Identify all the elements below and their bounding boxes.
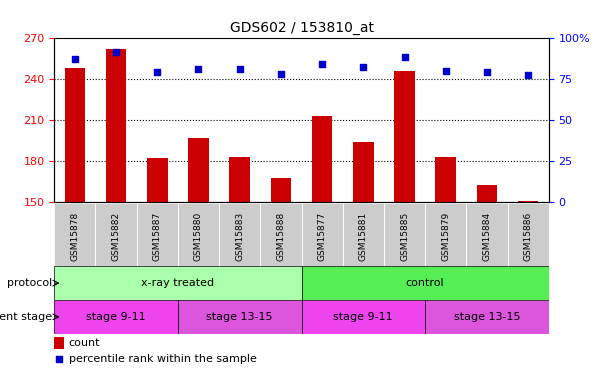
Text: stage 13-15: stage 13-15 [206,312,273,322]
Bar [106,48,127,202]
FancyBboxPatch shape [219,202,260,266]
Text: GSM15880: GSM15880 [194,212,203,261]
FancyBboxPatch shape [54,266,302,300]
Text: stage 13-15: stage 13-15 [453,312,520,322]
FancyBboxPatch shape [260,202,302,266]
Text: x-ray treated: x-ray treated [141,278,215,288]
Text: GSM15887: GSM15887 [153,212,162,261]
FancyBboxPatch shape [425,300,549,334]
FancyBboxPatch shape [302,300,425,334]
Text: GSM15886: GSM15886 [523,212,532,261]
Text: GSM15885: GSM15885 [400,212,409,261]
FancyBboxPatch shape [425,202,466,266]
Bar [312,116,332,202]
Bar [188,138,209,202]
Bar [271,178,291,203]
Bar [518,201,538,202]
Text: percentile rank within the sample: percentile rank within the sample [69,354,257,364]
Point [441,68,450,74]
Point [523,72,533,78]
Point [153,69,162,75]
Bar [435,157,456,203]
FancyBboxPatch shape [54,300,178,334]
Text: GSM15883: GSM15883 [235,212,244,261]
Text: control: control [406,278,444,288]
Bar [65,68,85,203]
Point [70,56,80,62]
FancyBboxPatch shape [466,202,508,266]
FancyBboxPatch shape [95,202,137,266]
FancyBboxPatch shape [137,202,178,266]
Bar [353,142,374,202]
Point [358,64,368,70]
Text: protocol: protocol [7,278,52,288]
Title: GDS602 / 153810_at: GDS602 / 153810_at [230,21,373,35]
Point [317,61,327,67]
Bar [476,184,497,202]
Bar [394,70,415,202]
Bar [229,157,250,203]
Text: development stage: development stage [0,312,52,322]
Text: GSM15879: GSM15879 [441,212,450,261]
Text: count: count [69,338,100,348]
Point [276,71,286,77]
Point [111,50,121,55]
Text: stage 9-11: stage 9-11 [333,312,393,322]
FancyBboxPatch shape [178,300,302,334]
Text: GSM15878: GSM15878 [71,212,80,261]
Text: GSM15884: GSM15884 [482,212,491,261]
Point [235,66,245,72]
Point [482,69,492,75]
FancyBboxPatch shape [54,202,95,266]
Bar [147,159,168,203]
FancyBboxPatch shape [302,202,343,266]
Point [214,271,224,277]
FancyBboxPatch shape [384,202,425,266]
FancyBboxPatch shape [302,266,549,300]
Text: GSM15888: GSM15888 [276,212,285,261]
FancyBboxPatch shape [508,202,549,266]
Text: stage 9-11: stage 9-11 [86,312,146,322]
Text: GSM15881: GSM15881 [359,212,368,261]
Point [400,54,409,60]
Bar [54,337,64,349]
Text: GSM15882: GSM15882 [112,212,121,261]
Text: GSM15877: GSM15877 [318,212,327,261]
Point [194,66,203,72]
FancyBboxPatch shape [178,202,219,266]
FancyBboxPatch shape [343,202,384,266]
